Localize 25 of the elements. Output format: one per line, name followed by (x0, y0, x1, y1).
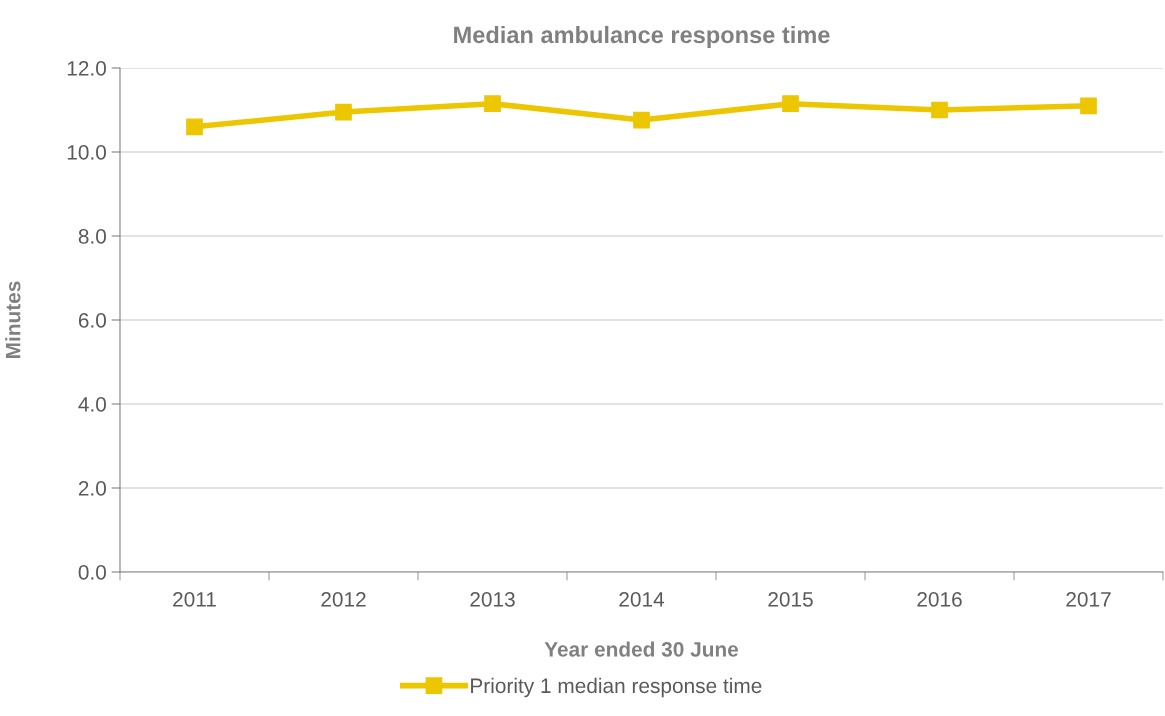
legend-label: Priority 1 median response time (471, 677, 762, 698)
point (1080, 97, 1097, 115)
point (484, 95, 501, 113)
point (186, 118, 203, 136)
x-tick-label: 2016 (917, 591, 962, 607)
y-tick-label: 10.0 (67, 145, 106, 160)
y-axis-title: Minutes (5, 281, 21, 358)
x-tick-label: 2017 (1066, 591, 1111, 607)
point (931, 101, 948, 119)
point (633, 111, 650, 129)
chart-title: Median ambulance response time (454, 25, 830, 48)
x-tick-label: 2015 (768, 591, 813, 607)
point (782, 95, 799, 113)
x-axis-title: Year ended 30 June (544, 641, 739, 657)
y-tick-label: 8.0 (78, 229, 106, 244)
y-tick-label: 2.0 (78, 481, 106, 496)
y-tick-label: 0.0 (78, 565, 106, 580)
point (335, 103, 352, 121)
x-tick-label: 2012 (321, 591, 366, 607)
y-tick-label: 6.0 (78, 313, 106, 328)
x-tick-label: 2014 (619, 591, 665, 607)
x-tick-label: 2013 (470, 591, 515, 607)
y-tick-label: 12.0 (67, 61, 106, 76)
y-tick-label: 4.0 (78, 397, 106, 412)
x-tick-label: 2011 (173, 591, 216, 607)
